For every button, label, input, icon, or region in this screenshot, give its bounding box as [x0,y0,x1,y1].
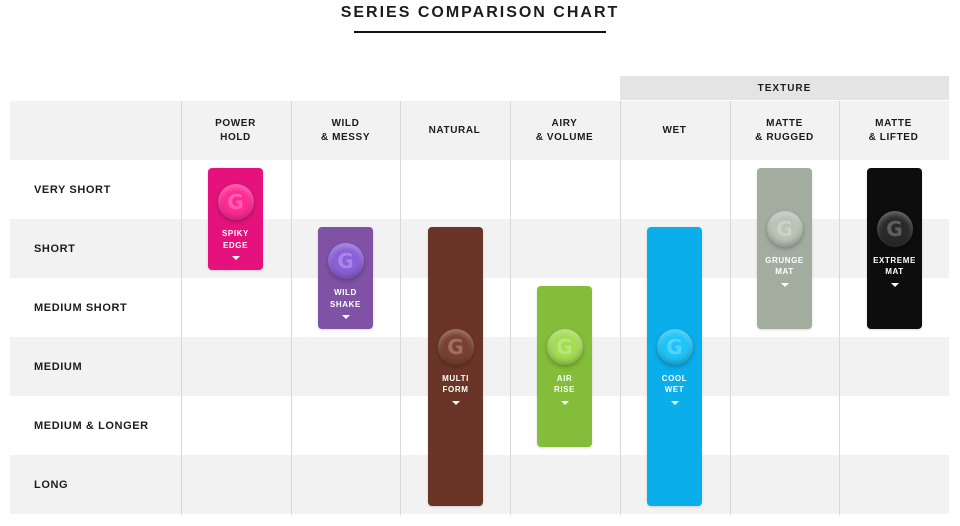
chevron-down-icon[interactable] [890,282,899,287]
column-header-matte-lifted: MATTE & LIFTED [868,117,919,143]
column-divider [181,101,182,515]
column-header-natural: NATURAL [428,124,481,136]
chevron-down-icon[interactable] [780,282,789,287]
column-header-airy-volume: AIRY & VOLUME [535,117,594,143]
chevron-down-icon[interactable] [560,400,569,405]
product-card-spiky-edge[interactable]: G SPIKY EDGE [208,168,263,270]
product-jar-icon: G [656,328,693,365]
product-jar-icon: G [766,210,803,247]
row-label-very-short: VERY SHORT [34,183,111,196]
texture-group-header: TEXTURE [620,76,949,100]
row-label-short: SHORT [34,242,76,255]
product-jar-icon: G [437,328,474,365]
column-divider [730,101,731,515]
product-name: WILD SHAKE [329,288,361,309]
column-header-power-hold: POWER HOLD [215,117,256,143]
row-label-medium-longer: MEDIUM & LONGER [34,419,149,432]
column-divider [839,101,840,515]
product-name: GRUNGE MAT [765,255,804,277]
row-label-long: LONG [34,478,69,491]
title-underline [354,31,606,33]
product-name: COOL WET [661,373,688,395]
product-jar-icon: G [546,328,583,365]
product-card-air-rise[interactable]: G AIR RISE [537,286,592,447]
product-name: EXTREME MAT [873,255,916,277]
chevron-down-icon[interactable] [670,400,679,405]
row-label-medium-short: MEDIUM SHORT [34,301,128,314]
column-divider [620,101,621,515]
product-jar-icon: G [217,184,254,220]
product-card-grunge-mat[interactable]: G GRUNGE MAT [757,168,812,329]
column-divider [291,101,292,515]
product-card-multi-form[interactable]: G MULTI FORM [428,227,483,506]
product-jar-icon: G [876,210,913,247]
column-divider [400,101,401,515]
product-card-cool-wet[interactable]: G COOL WET [647,227,702,506]
header-row-background [10,101,949,160]
column-divider [510,101,511,515]
chevron-down-icon[interactable] [341,315,350,319]
product-jar-icon: G [327,243,364,279]
product-name: MULTI FORM [442,373,469,395]
chevron-down-icon[interactable] [451,400,460,405]
chevron-down-icon[interactable] [231,256,240,260]
column-header-wet: WET [662,124,687,136]
product-card-wild-shake[interactable]: G WILD SHAKE [318,227,373,329]
row-label-medium: MEDIUM [34,360,83,373]
product-name: AIR RISE [553,373,576,395]
product-card-extreme-mat[interactable]: G EXTREME MAT [867,168,922,329]
page-title: SERIES COMPARISON CHART [340,4,620,21]
column-header-wild-messy: WILD & MESSY [320,117,371,143]
column-header-matte-rugged: MATTE & RUGGED [755,117,814,143]
product-name: SPIKY EDGE [221,229,249,250]
